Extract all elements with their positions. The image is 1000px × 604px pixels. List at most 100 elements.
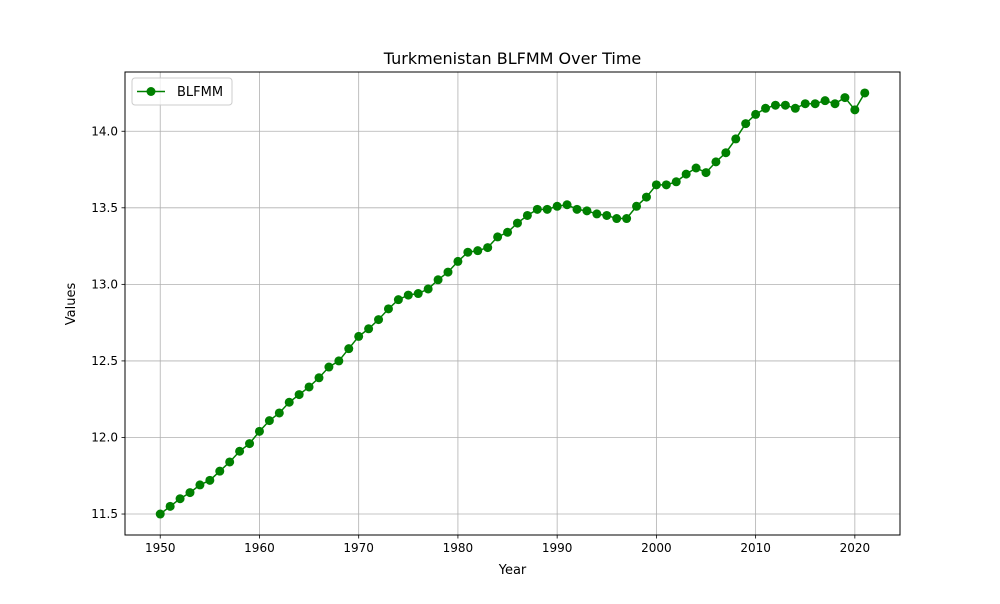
data-point [195, 480, 205, 490]
y-tick-label: 12.5 [91, 354, 118, 368]
data-point [155, 509, 165, 519]
data-point [691, 163, 701, 173]
data-point [403, 290, 413, 300]
data-point [721, 148, 731, 158]
data-point [354, 331, 364, 341]
data-point [205, 475, 215, 485]
data-point [820, 96, 830, 106]
data-point [383, 304, 393, 314]
series-layer [155, 88, 870, 519]
data-point [423, 284, 433, 294]
data-point [274, 408, 284, 418]
data-point [463, 247, 473, 257]
data-point [840, 93, 850, 103]
data-point [850, 105, 860, 115]
data-point [761, 103, 771, 113]
data-point [592, 209, 602, 219]
data-point [453, 256, 463, 266]
data-point [651, 180, 661, 190]
x-tick-label: 2020 [840, 541, 871, 555]
data-point [681, 169, 691, 179]
data-point [641, 192, 651, 202]
data-point [235, 446, 245, 456]
data-point [860, 88, 870, 98]
legend-marker-swatch [146, 87, 156, 96]
data-point [741, 119, 751, 129]
plot-area [125, 72, 900, 535]
data-point [364, 324, 374, 334]
data-point [185, 488, 195, 498]
data-point [661, 180, 671, 190]
data-point [314, 373, 324, 383]
data-point [711, 157, 721, 167]
y-tick-label: 11.5 [91, 507, 118, 521]
data-point [780, 100, 790, 110]
data-point [483, 243, 493, 253]
data-point [245, 439, 255, 449]
data-point [572, 204, 582, 214]
x-tick-label: 1960 [244, 541, 275, 555]
data-point [493, 232, 503, 242]
data-point [622, 214, 632, 224]
x-tick-label: 1950 [145, 541, 176, 555]
y-tick-label: 14.0 [91, 124, 118, 138]
y-tick-label: 12.0 [91, 430, 118, 444]
data-point [413, 289, 423, 299]
data-point [830, 99, 840, 109]
data-point [374, 315, 384, 325]
x-tick-label: 1990 [542, 541, 573, 555]
x-tick-label: 2000 [641, 541, 672, 555]
legend-label-blfmm: BLFMM [177, 85, 223, 100]
data-point [473, 246, 483, 256]
data-point [671, 177, 681, 187]
data-point [800, 99, 810, 109]
data-point [602, 210, 612, 220]
data-point [165, 501, 175, 511]
data-point [264, 416, 274, 426]
grid [125, 72, 900, 535]
data-point [324, 362, 334, 372]
y-tick-label: 13.0 [91, 277, 118, 291]
x-axis-label: Year [498, 563, 527, 578]
data-point [522, 210, 532, 220]
data-point [612, 214, 622, 224]
data-point [701, 168, 711, 178]
data-point [503, 227, 513, 237]
data-point [532, 204, 542, 214]
data-point [175, 494, 185, 504]
x-axis: 1950 1960 1970 1980 1990 2000 2010 2020 [145, 535, 870, 555]
data-point [582, 206, 592, 216]
data-point [751, 109, 761, 119]
data-point [215, 466, 225, 476]
data-point [334, 356, 344, 366]
data-point [552, 201, 562, 211]
data-point [433, 275, 443, 285]
data-point [790, 103, 800, 113]
y-axis-label: Values [64, 283, 79, 326]
data-point [254, 426, 264, 436]
x-tick-label: 2010 [740, 541, 771, 555]
x-tick-label: 1980 [443, 541, 474, 555]
data-point [304, 382, 314, 392]
data-point [770, 100, 780, 110]
data-point [344, 344, 354, 354]
legend: BLFMM [131, 77, 233, 106]
legend-box [131, 77, 233, 106]
data-point [810, 99, 820, 109]
data-point [731, 134, 741, 144]
data-point [225, 457, 235, 467]
plot-frame [124, 71, 901, 536]
data-point [443, 267, 453, 277]
data-point [393, 295, 403, 305]
data-point [512, 218, 522, 228]
data-point [284, 397, 294, 407]
y-axis: 11.5 12.0 12.5 13.0 13.5 14.0 [91, 124, 125, 521]
data-point [294, 390, 304, 400]
chart-title: Turkmenistan BLFMM Over Time [383, 49, 642, 68]
y-tick-label: 13.5 [91, 201, 118, 215]
x-tick-label: 1970 [343, 541, 374, 555]
data-point [542, 204, 552, 214]
data-point [562, 200, 572, 210]
